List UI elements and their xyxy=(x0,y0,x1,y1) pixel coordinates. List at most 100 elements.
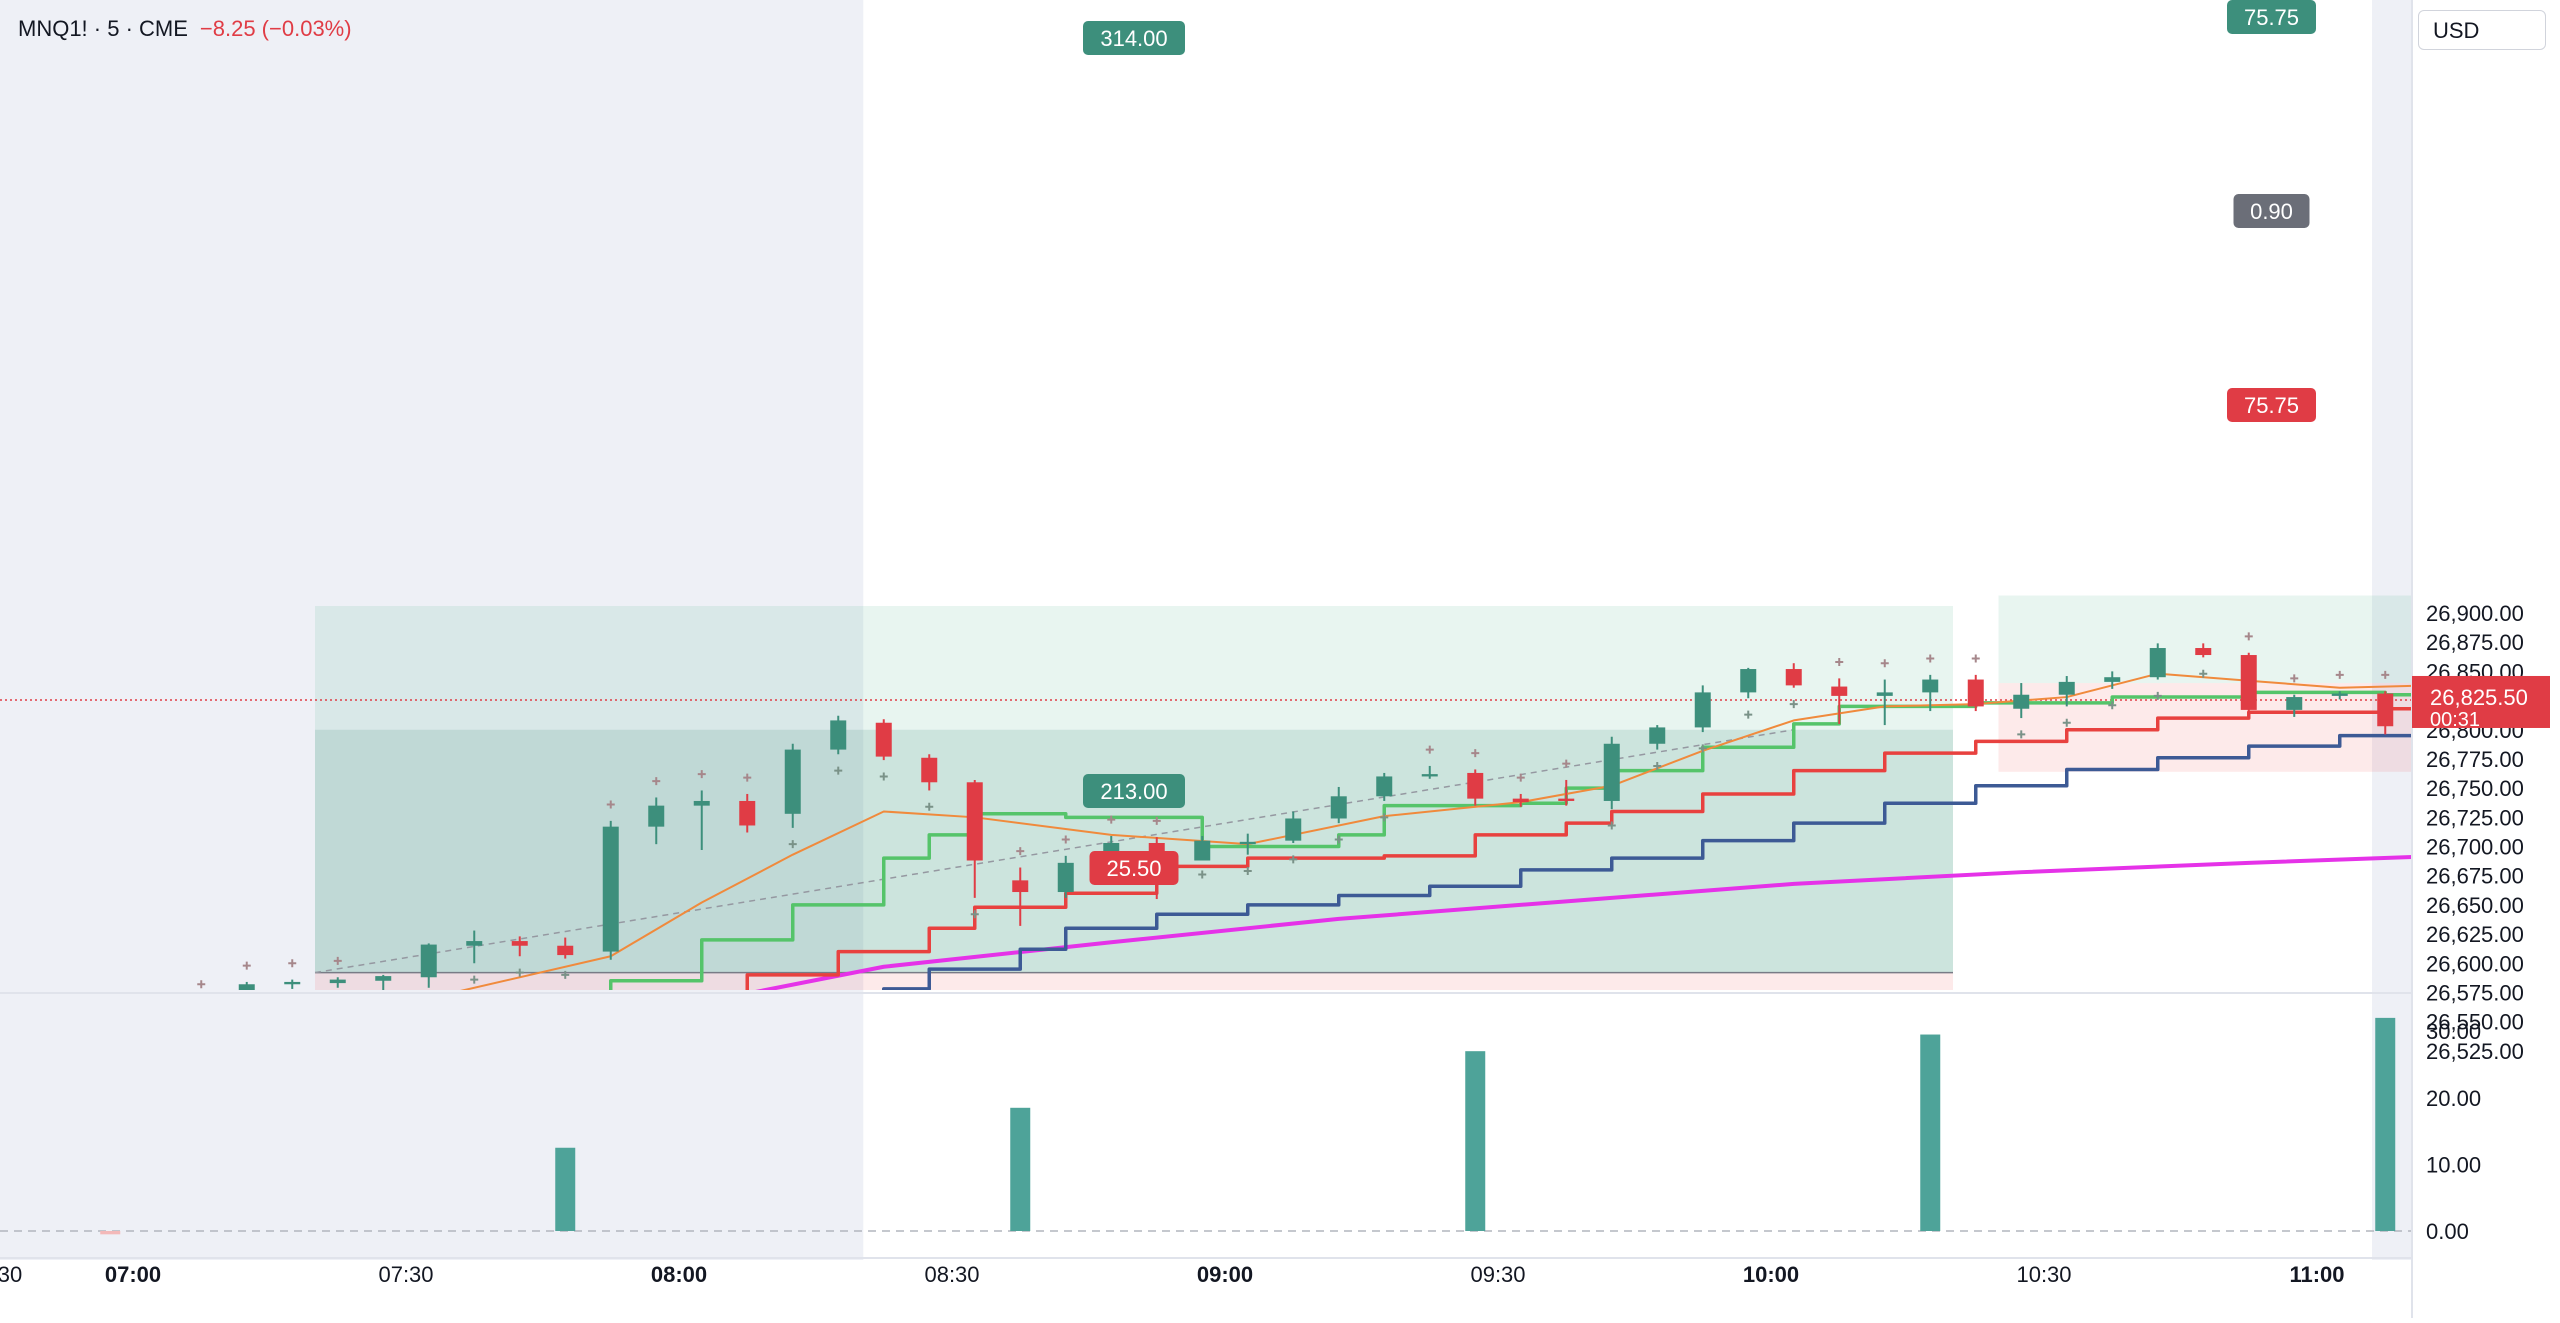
position2-stop-label-bg xyxy=(2227,388,2316,422)
sar-marker xyxy=(197,980,206,989)
candle-body xyxy=(1876,692,1893,696)
y-tick-label: 26,575.00 xyxy=(2426,980,2524,1005)
sar-marker xyxy=(2381,670,2390,679)
sar-marker xyxy=(2062,718,2071,727)
candle-body xyxy=(1467,772,1484,799)
countdown-label: 00:31 xyxy=(2430,709,2480,731)
sar-marker xyxy=(606,800,615,809)
sar-marker xyxy=(879,772,888,781)
sar-marker xyxy=(743,773,752,782)
sar-marker xyxy=(1425,745,1434,754)
sar-marker xyxy=(970,910,979,919)
sar-marker xyxy=(1107,815,1116,824)
candle-body xyxy=(2013,694,2030,709)
current-price-label: 26,825.50 xyxy=(2430,685,2528,710)
y-tick-label: 26,775.00 xyxy=(2426,747,2524,772)
sar-marker xyxy=(1289,855,1298,864)
candle-body xyxy=(1922,679,1939,693)
sar-marker xyxy=(288,959,297,968)
x-tick-label: 08:00 xyxy=(651,1262,707,1287)
y-tick-label: 26,750.00 xyxy=(2426,776,2524,801)
y-tick-label: 26,725.00 xyxy=(2426,805,2524,830)
position2-ratio-label-bg xyxy=(2233,194,2310,228)
candle-body xyxy=(1649,727,1666,744)
candle-body xyxy=(466,941,483,946)
candle-body xyxy=(1421,774,1438,777)
candle-body xyxy=(2331,693,2348,696)
candle-body xyxy=(1057,862,1074,893)
sar-marker xyxy=(1334,835,1343,844)
y-tick-label: 26,700.00 xyxy=(2426,835,2524,860)
volume-y-tick-label: 10.00 xyxy=(2426,1152,2481,1177)
volume-bar xyxy=(1010,1107,1031,1231)
candle-body xyxy=(557,945,574,956)
vwap-line xyxy=(755,854,2412,990)
y-tick-label: 26,625.00 xyxy=(2426,922,2524,947)
candle-body xyxy=(1285,818,1302,841)
y-tick-label: 26,550.00 xyxy=(2426,1010,2524,1035)
candle-body xyxy=(2104,677,2121,682)
sar-marker xyxy=(1562,759,1571,768)
candle-body xyxy=(1512,798,1529,803)
symbol-legend[interactable]: MNQ1! · 5 · CME −8.25 (−0.03%) xyxy=(18,16,352,42)
sar-marker xyxy=(333,956,342,965)
position2-stop-label: 75.75 xyxy=(2244,393,2299,418)
volume-bar xyxy=(100,1231,121,1235)
sar-marker xyxy=(2335,670,2344,679)
candle-body xyxy=(1603,743,1620,801)
sar-marker xyxy=(834,766,843,775)
candle-body xyxy=(284,981,301,985)
sar-marker xyxy=(1971,654,1980,663)
candle-body xyxy=(693,800,710,806)
price-change: −8.25 (−0.03%) xyxy=(199,16,352,41)
sar-marker xyxy=(1198,870,1207,879)
position-target-label-bg xyxy=(1083,21,1185,55)
step-blue-line xyxy=(882,733,2412,990)
volume-y-tick-label: 30.00 xyxy=(2426,1019,2481,1044)
position-entry-label: 213.00 xyxy=(1100,779,1167,804)
sar-marker xyxy=(515,968,524,977)
x-tick-label: 08:30 xyxy=(924,1262,979,1287)
sar-marker xyxy=(2153,691,2162,700)
sar-marker xyxy=(1835,658,1844,667)
sar-marker xyxy=(1926,654,1935,663)
step-green-line xyxy=(609,690,2412,990)
sar-marker xyxy=(1607,821,1616,830)
currency-selector[interactable]: USD xyxy=(2418,10,2546,50)
volume-y-tick-label: 20.00 xyxy=(2426,1086,2481,1111)
ema-fast-line xyxy=(460,672,2412,990)
candle-body xyxy=(2240,655,2257,710)
position2-target-label: 75.75 xyxy=(2244,5,2299,30)
sar-marker xyxy=(1880,659,1889,668)
position2-ratio-label: 0.90 xyxy=(2250,199,2293,224)
y-tick-label: 26,675.00 xyxy=(2426,864,2524,889)
sar-marker xyxy=(2244,632,2253,641)
x-tick-label: 10:00 xyxy=(1743,1262,1799,1287)
position-stop-label-bg xyxy=(1089,851,1179,885)
sar-marker xyxy=(652,777,661,786)
position2-target-label-bg xyxy=(2227,0,2316,34)
x-tick-label: 07:30 xyxy=(378,1262,433,1287)
position-target-label: 314.00 xyxy=(1100,26,1167,51)
position-entry-label-bg xyxy=(1083,774,1185,808)
candle-body xyxy=(2195,648,2212,656)
y-tick-label: 26,875.00 xyxy=(2426,630,2524,655)
candle-body xyxy=(1785,669,1802,686)
symbol-info[interactable]: MNQ1! · 5 · CME xyxy=(18,16,188,41)
sar-marker xyxy=(1744,710,1753,719)
candle-body xyxy=(1967,679,1984,707)
candle-body xyxy=(511,941,528,946)
candle-body xyxy=(1376,776,1393,797)
candle-body xyxy=(875,722,892,757)
volume-bar xyxy=(1920,1034,1941,1231)
sar-marker xyxy=(1016,847,1025,856)
position-stop-zone xyxy=(315,972,1953,990)
candle-body xyxy=(921,757,938,783)
candle-body xyxy=(966,782,983,861)
y-tick-label: 26,900.00 xyxy=(2426,601,2524,626)
sar-marker xyxy=(788,840,797,849)
candle-body xyxy=(1239,841,1256,845)
x-tick-label: 11:00 xyxy=(2289,1262,2344,1287)
